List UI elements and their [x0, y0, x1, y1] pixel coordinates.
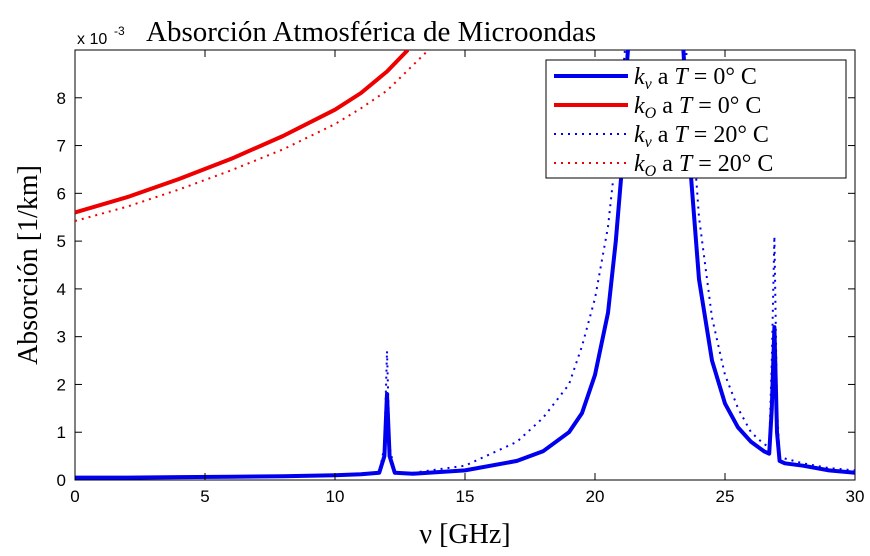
x-tick-label: 20 — [586, 487, 605, 506]
series-layer — [75, 50, 855, 480]
x-tick-label: 30 — [846, 487, 865, 506]
y-exponent-label: x 10 — [77, 31, 107, 48]
x-tick-label: 15 — [456, 487, 475, 506]
series-line-1 — [75, 50, 855, 480]
y-tick-label: 3 — [57, 328, 66, 347]
legend-box — [545, 59, 847, 179]
x-axis-label: ν [GHz] — [419, 519, 510, 550]
legend-label-3: kv a T = 20° C — [634, 122, 769, 151]
series-line-3 — [75, 50, 855, 479]
x-tick-label: 25 — [716, 487, 735, 506]
series-line-4 — [75, 51, 427, 222]
x-tick-label: 5 — [200, 487, 209, 506]
y-tick-label: 8 — [57, 89, 66, 108]
y-exponent-power: -3 — [114, 24, 125, 38]
y-tick-label: 5 — [57, 232, 66, 251]
series-line-2 — [75, 50, 410, 215]
y-tick-label: 2 — [57, 375, 66, 394]
x-tick-label: 0 — [70, 487, 79, 506]
legend-label-1: kv a T = 0° C — [634, 64, 757, 93]
y-axis-ticks: 0 1 2 3 4 5 6 7 8 — [57, 89, 855, 490]
legend-label-4: kO a T = 20° C — [634, 151, 773, 180]
y-tick-label: 6 — [57, 184, 66, 203]
y-tick-label: 4 — [57, 280, 66, 299]
x-tick-label: 10 — [326, 487, 345, 506]
y-tick-label: 7 — [57, 137, 66, 156]
legend: kv a T = 0° CkO a T = 0° Ckv a T = 20° C… — [545, 59, 847, 180]
y-tick-label: 0 — [57, 471, 66, 490]
chart-title: Absorción Atmosférica de Microondas — [146, 16, 596, 48]
x-axis-ticks: 0 5 10 15 20 25 30 — [70, 50, 864, 506]
y-tick-label: 1 — [57, 423, 66, 442]
legend-label-2: kO a T = 0° C — [634, 93, 761, 122]
y-axis-label: Absorción [1/km] — [13, 165, 44, 365]
